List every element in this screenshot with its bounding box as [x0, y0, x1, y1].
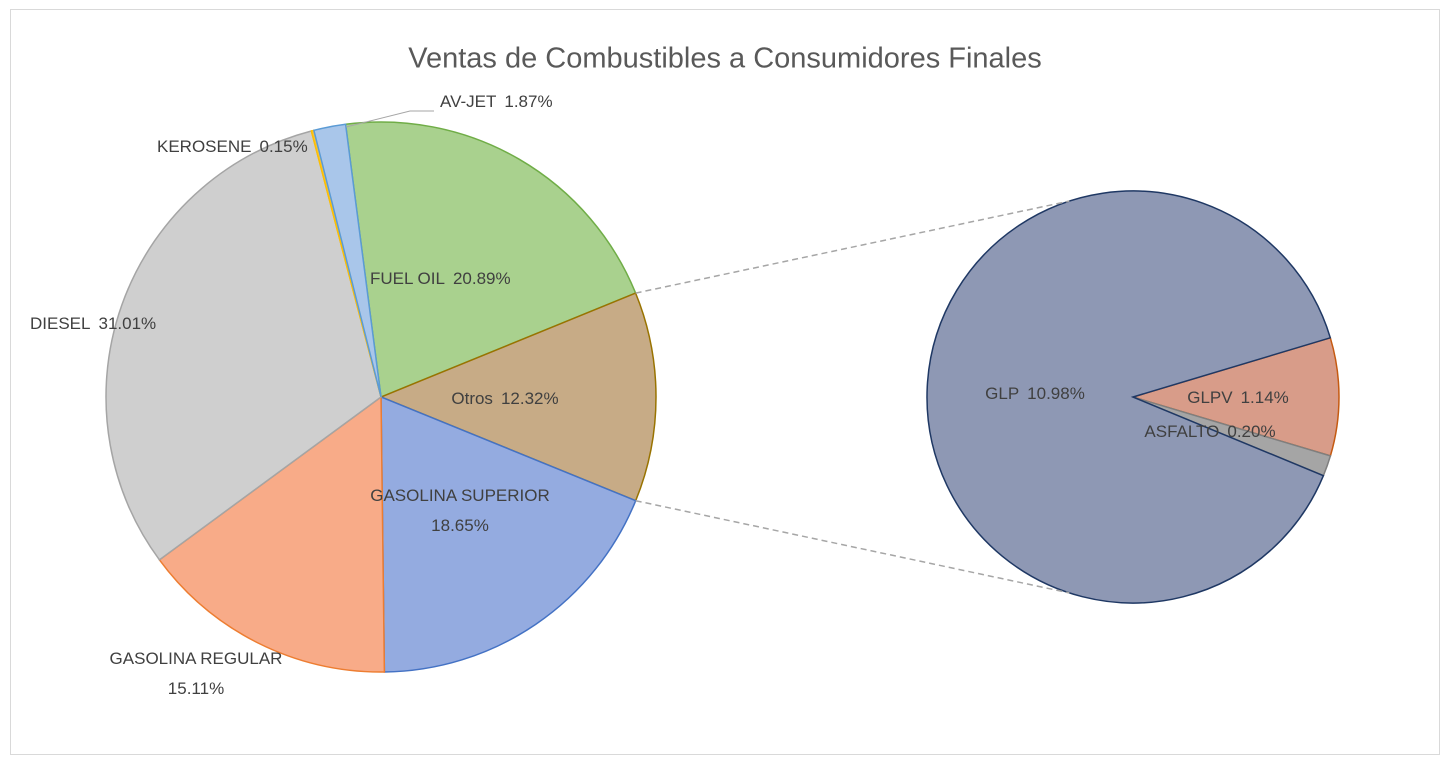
label-category: FUEL OIL [370, 269, 445, 288]
leader-line [345, 110, 434, 128]
label-category: GASOLINA SUPERIOR [370, 486, 550, 505]
data-label: DIESEL 31.01% [30, 314, 156, 333]
pie-slice [1130, 336, 1340, 457]
label-category: ASFALTO [1144, 422, 1219, 441]
label-category: DIESEL [30, 314, 90, 333]
label-value: 15.11% [168, 679, 224, 698]
pie-slice [379, 292, 657, 502]
label-value: 31.01% [98, 314, 156, 333]
data-label: KEROSENE 0.15% [157, 137, 308, 156]
label-category: Otros [451, 389, 493, 408]
label-category: GLPV [1187, 388, 1233, 407]
label-category: GLP [985, 384, 1019, 403]
label-category: AV-JET [440, 92, 496, 111]
label-value: 10.98% [1027, 384, 1085, 403]
label-value: 12.32% [501, 389, 559, 408]
data-label: GASOLINA REGULAR 15.11% [110, 649, 283, 698]
label-category: KEROSENE [157, 137, 251, 156]
label-value: 1.87% [504, 92, 552, 111]
data-label: ASFALTO 0.20% [1144, 422, 1275, 441]
pie-slice [380, 395, 637, 673]
label-value: 1.14% [1241, 388, 1289, 407]
slices [105, 121, 1340, 673]
data-label: Otros 12.32% [451, 389, 558, 408]
connector-line [635, 200, 1070, 294]
data-label: GLP 10.98% [985, 384, 1085, 403]
chart-title: Ventas de Combustibles a Consumidores Fi… [408, 43, 1042, 75]
pie-slice [158, 395, 386, 673]
data-label: AV-JET 1.87% [440, 92, 553, 111]
pie-slice [312, 123, 382, 398]
pie-slice [344, 121, 637, 399]
data-label: GLPV 1.14% [1187, 388, 1289, 407]
label-value: 20.89% [453, 269, 511, 288]
data-label: FUEL OIL 20.89% [370, 269, 511, 288]
label-value: 18.65% [431, 516, 489, 535]
data-label: GASOLINA SUPERIOR 18.65% [370, 486, 550, 535]
label-value: 0.20% [1227, 422, 1275, 441]
labels: FUEL OIL 20.89% Otros 12.32% GASOLINA SUPERI… [30, 92, 1289, 698]
pie-slice [105, 130, 382, 561]
label-category: GASOLINA REGULAR [110, 649, 283, 668]
connector-line [635, 499, 1070, 594]
pie-slice [926, 190, 1332, 604]
label-value: 0.15% [259, 137, 307, 156]
